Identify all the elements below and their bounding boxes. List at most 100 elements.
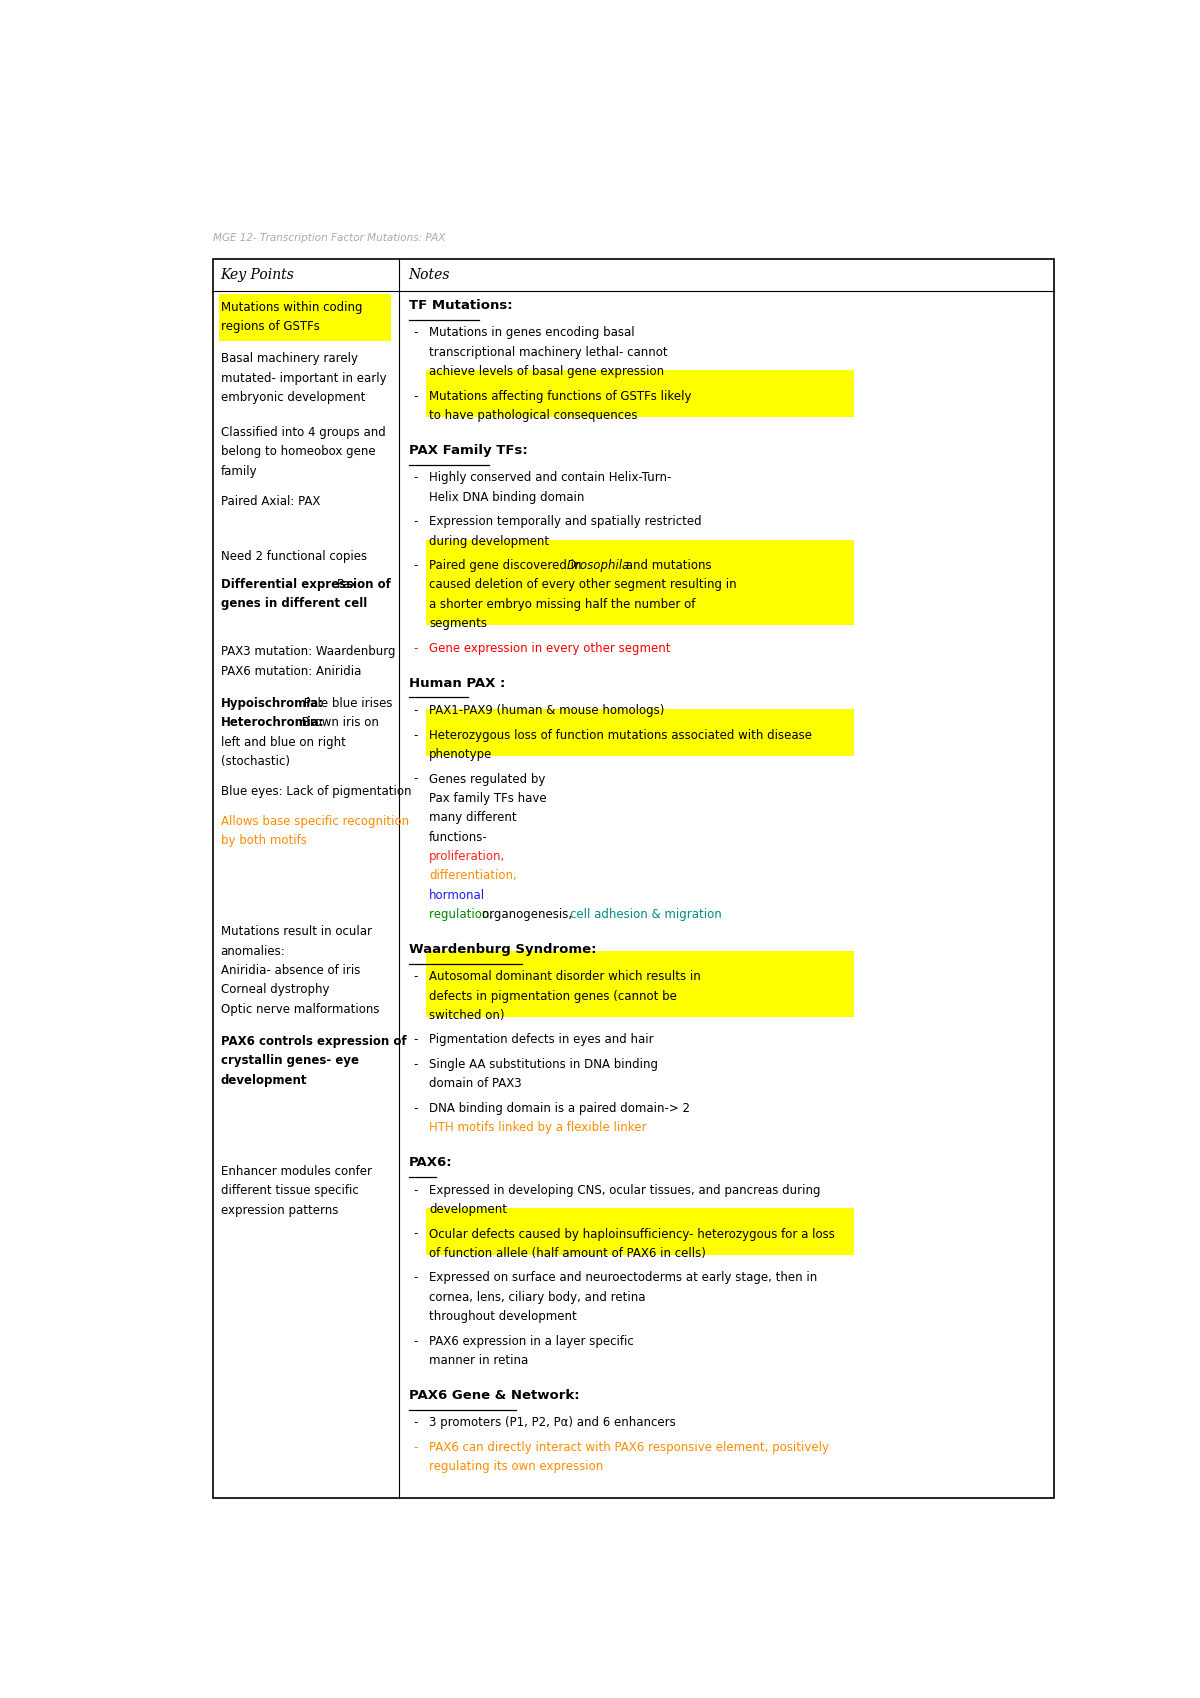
Text: left and blue on right: left and blue on right (221, 735, 346, 749)
Text: Mutations within coding: Mutations within coding (221, 301, 362, 314)
Text: belong to homeobox gene: belong to homeobox gene (221, 445, 376, 458)
Text: PAX6 can directly interact with PAX6 responsive element, positively: PAX6 can directly interact with PAX6 res… (430, 1442, 829, 1453)
Text: -: - (413, 642, 418, 655)
Text: MGE 12- Transcription Factor Mutations: PAX: MGE 12- Transcription Factor Mutations: … (214, 233, 445, 243)
Text: -: - (413, 1184, 418, 1197)
Text: -: - (413, 1335, 418, 1348)
Text: achieve levels of basal gene expression: achieve levels of basal gene expression (430, 365, 664, 379)
Text: Genes regulated by: Genes regulated by (430, 773, 545, 786)
Text: -: - (413, 1058, 418, 1071)
FancyBboxPatch shape (218, 294, 391, 341)
Text: different tissue specific: different tissue specific (221, 1185, 359, 1197)
Text: Expressed on surface and neuroectoderms at early stage, then in: Expressed on surface and neuroectoderms … (430, 1272, 817, 1284)
Text: TF Mutations:: TF Mutations: (408, 299, 512, 312)
FancyBboxPatch shape (426, 951, 854, 1017)
Text: DNA binding domain is a paired domain-> 2: DNA binding domain is a paired domain-> … (430, 1102, 690, 1116)
Text: organogenesis,: organogenesis, (482, 908, 576, 920)
Text: PAX Family TFs:: PAX Family TFs: (408, 445, 527, 457)
FancyBboxPatch shape (426, 1209, 854, 1255)
Text: throughout development: throughout development (430, 1311, 577, 1323)
Text: embryonic development: embryonic development (221, 391, 365, 404)
Text: -: - (413, 514, 418, 528)
Text: -: - (413, 1442, 418, 1453)
Text: defects in pigmentation genes (cannot be: defects in pigmentation genes (cannot be (430, 990, 677, 1002)
Text: Expression temporally and spatially restricted: Expression temporally and spatially rest… (430, 514, 702, 528)
Text: PAX1-PAX9 (human & mouse homologs): PAX1-PAX9 (human & mouse homologs) (430, 705, 665, 717)
Text: cell adhesion & migration: cell adhesion & migration (570, 908, 722, 920)
Text: crystallin genes- eye: crystallin genes- eye (221, 1054, 359, 1068)
Text: functions-: functions- (430, 830, 487, 844)
Text: development: development (430, 1202, 508, 1216)
Text: Heterochromia:: Heterochromia: (221, 717, 324, 728)
Text: differentiation,: differentiation, (430, 869, 517, 883)
Text: Key Points: Key Points (221, 268, 294, 282)
Text: Expressed in developing CNS, ocular tissues, and pancreas during: Expressed in developing CNS, ocular tiss… (430, 1184, 821, 1197)
Text: Gene expression in every other segment: Gene expression in every other segment (430, 642, 671, 655)
Text: caused deletion of every other segment resulting in: caused deletion of every other segment r… (430, 579, 737, 591)
Text: Paired gene discovered in: Paired gene discovered in (430, 559, 586, 572)
Text: regulating its own expression: regulating its own expression (430, 1460, 604, 1474)
FancyBboxPatch shape (426, 540, 854, 625)
Text: Highly conserved and contain Helix-Turn-: Highly conserved and contain Helix-Turn- (430, 472, 671, 484)
FancyBboxPatch shape (426, 370, 854, 418)
Text: switched on): switched on) (430, 1009, 504, 1022)
Text: Corneal dystrophy: Corneal dystrophy (221, 983, 329, 997)
Text: Pigmentation defects in eyes and hair: Pigmentation defects in eyes and hair (430, 1034, 654, 1046)
Text: regions of GSTFs: regions of GSTFs (221, 319, 319, 333)
Text: -: - (413, 728, 418, 742)
Text: -: - (413, 773, 418, 786)
Text: Mutations affecting functions of GSTFs likely: Mutations affecting functions of GSTFs l… (430, 389, 691, 402)
Text: Mutations in genes encoding basal: Mutations in genes encoding basal (430, 326, 635, 340)
Text: anomalies:: anomalies: (221, 944, 286, 958)
Text: Helix DNA binding domain: Helix DNA binding domain (430, 491, 584, 504)
Text: Aniridia- absence of iris: Aniridia- absence of iris (221, 964, 360, 976)
Text: transcriptional machinery lethal- cannot: transcriptional machinery lethal- cannot (430, 346, 667, 358)
Text: Allows base specific recognition: Allows base specific recognition (221, 815, 409, 827)
Text: cornea, lens, ciliary body, and retina: cornea, lens, ciliary body, and retina (430, 1290, 646, 1304)
Text: Enhancer modules confer: Enhancer modules confer (221, 1165, 372, 1178)
Text: hormonal: hormonal (430, 888, 485, 902)
Text: Mutations result in ocular: Mutations result in ocular (221, 925, 372, 939)
Text: PAX3 mutation: Waardenburg: PAX3 mutation: Waardenburg (221, 645, 395, 659)
Text: to have pathological consequences: to have pathological consequences (430, 409, 637, 423)
Text: Hypoischromia:: Hypoischromia: (221, 696, 324, 710)
Text: domain of PAX3: domain of PAX3 (430, 1078, 522, 1090)
Text: manner in retina: manner in retina (430, 1353, 528, 1367)
Text: mutated- important in early: mutated- important in early (221, 372, 386, 385)
Text: HTH motifs linked by a flexible linker: HTH motifs linked by a flexible linker (430, 1121, 647, 1134)
Text: Paired Axial: PAX: Paired Axial: PAX (221, 494, 320, 508)
Text: Pax family TFs have: Pax family TFs have (430, 791, 547, 805)
Text: proliferation,: proliferation, (430, 851, 505, 863)
Text: during development: during development (430, 535, 550, 547)
Text: family: family (221, 465, 257, 477)
Text: genes in different cell: genes in different cell (221, 598, 367, 610)
Text: of function allele (half amount of PAX6 in cells): of function allele (half amount of PAX6 … (430, 1246, 706, 1260)
Text: expression patterns: expression patterns (221, 1204, 338, 1217)
Text: PAX6 expression in a layer specific: PAX6 expression in a layer specific (430, 1335, 634, 1348)
Text: Pale blue irises: Pale blue irises (300, 696, 392, 710)
Text: Waardenburg Syndrome:: Waardenburg Syndrome: (408, 942, 596, 956)
Text: -: - (413, 326, 418, 340)
Text: Blue eyes: Lack of pigmentation: Blue eyes: Lack of pigmentation (221, 784, 412, 798)
Text: Ocular defects caused by haploinsufficiency- heterozygous for a loss: Ocular defects caused by haploinsufficie… (430, 1228, 835, 1241)
Text: 3 promoters (P1, P2, Pα) and 6 enhancers: 3 promoters (P1, P2, Pα) and 6 enhancers (430, 1416, 676, 1430)
Text: -: - (413, 1228, 418, 1241)
Text: (stochastic): (stochastic) (221, 756, 289, 767)
Text: Drosophila: Drosophila (566, 559, 630, 572)
Text: Heterozygous loss of function mutations associated with disease: Heterozygous loss of function mutations … (430, 728, 812, 742)
Text: Optic nerve malformations: Optic nerve malformations (221, 1002, 379, 1015)
Text: Basal machinery rarely: Basal machinery rarely (221, 351, 358, 365)
Text: -: - (413, 1272, 418, 1284)
Text: -: - (413, 705, 418, 717)
Text: -: - (413, 559, 418, 572)
Text: PAX6 Gene & Network:: PAX6 Gene & Network: (408, 1389, 580, 1403)
Text: Need 2 functional copies: Need 2 functional copies (221, 550, 367, 564)
Text: regulation,: regulation, (430, 908, 497, 920)
Text: Autosomal dominant disorder which results in: Autosomal dominant disorder which result… (430, 970, 701, 983)
Text: many different: many different (430, 812, 517, 824)
Text: -: - (413, 970, 418, 983)
Text: development: development (221, 1073, 307, 1087)
Text: PAX6:: PAX6: (408, 1156, 452, 1170)
Text: phenotype: phenotype (430, 747, 492, 761)
Text: -: - (413, 1416, 418, 1430)
